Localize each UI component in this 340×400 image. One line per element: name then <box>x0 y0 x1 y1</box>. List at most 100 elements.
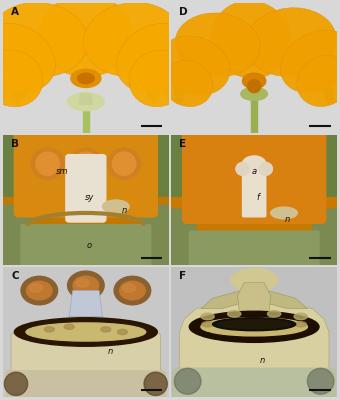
Text: a: a <box>252 167 257 176</box>
Polygon shape <box>64 316 107 330</box>
Ellipse shape <box>68 93 104 111</box>
Ellipse shape <box>259 162 272 175</box>
Ellipse shape <box>218 320 291 329</box>
Ellipse shape <box>280 30 340 93</box>
Text: n: n <box>108 347 114 356</box>
Ellipse shape <box>31 148 64 179</box>
Ellipse shape <box>78 73 94 84</box>
Ellipse shape <box>120 281 145 300</box>
Ellipse shape <box>159 36 230 95</box>
Ellipse shape <box>189 311 319 342</box>
Ellipse shape <box>294 313 307 320</box>
Ellipse shape <box>201 313 214 320</box>
Text: sm: sm <box>56 167 69 176</box>
Text: o: o <box>87 241 92 250</box>
Text: sy: sy <box>84 193 94 202</box>
FancyBboxPatch shape <box>183 131 326 223</box>
Text: f: f <box>256 193 259 202</box>
Ellipse shape <box>273 319 285 324</box>
FancyBboxPatch shape <box>0 205 31 266</box>
Ellipse shape <box>241 88 268 100</box>
Ellipse shape <box>164 83 181 105</box>
Text: n: n <box>260 356 265 365</box>
Text: A: A <box>11 7 19 17</box>
Polygon shape <box>179 302 329 397</box>
Ellipse shape <box>223 319 235 324</box>
Polygon shape <box>11 330 161 397</box>
Polygon shape <box>251 99 257 133</box>
Ellipse shape <box>116 23 195 92</box>
Ellipse shape <box>0 23 55 92</box>
Ellipse shape <box>36 152 59 175</box>
Ellipse shape <box>297 55 340 106</box>
Ellipse shape <box>73 276 99 295</box>
Ellipse shape <box>295 322 307 327</box>
Ellipse shape <box>30 284 42 292</box>
Ellipse shape <box>245 8 337 76</box>
Ellipse shape <box>12 80 27 103</box>
Ellipse shape <box>39 0 132 77</box>
Text: C: C <box>11 271 19 281</box>
Ellipse shape <box>84 2 181 77</box>
FancyBboxPatch shape <box>166 209 196 266</box>
Ellipse shape <box>231 268 277 292</box>
Ellipse shape <box>14 318 157 346</box>
Ellipse shape <box>248 80 261 93</box>
Ellipse shape <box>107 148 141 179</box>
FancyBboxPatch shape <box>14 131 157 217</box>
Text: n: n <box>121 206 127 215</box>
Ellipse shape <box>144 372 167 396</box>
FancyBboxPatch shape <box>144 126 176 196</box>
Ellipse shape <box>175 13 260 76</box>
Ellipse shape <box>248 320 260 326</box>
Text: n: n <box>285 215 290 224</box>
Ellipse shape <box>113 152 136 175</box>
Ellipse shape <box>242 73 266 89</box>
FancyBboxPatch shape <box>314 126 340 196</box>
FancyBboxPatch shape <box>242 165 266 217</box>
Polygon shape <box>268 290 307 309</box>
Ellipse shape <box>271 207 298 219</box>
Ellipse shape <box>152 85 164 103</box>
Ellipse shape <box>71 69 101 88</box>
Ellipse shape <box>211 1 291 78</box>
Ellipse shape <box>44 327 54 332</box>
Polygon shape <box>238 283 271 326</box>
Text: n: n <box>205 330 210 339</box>
Ellipse shape <box>129 50 189 107</box>
Ellipse shape <box>174 368 201 394</box>
Ellipse shape <box>162 60 213 107</box>
Ellipse shape <box>21 276 57 305</box>
Ellipse shape <box>114 276 151 305</box>
Ellipse shape <box>202 322 214 327</box>
Text: E: E <box>179 139 186 149</box>
FancyBboxPatch shape <box>189 231 319 266</box>
FancyBboxPatch shape <box>21 225 151 266</box>
FancyBboxPatch shape <box>0 126 28 196</box>
Ellipse shape <box>69 148 102 179</box>
Text: B: B <box>11 139 19 149</box>
FancyBboxPatch shape <box>164 126 194 196</box>
Ellipse shape <box>0 2 88 77</box>
Ellipse shape <box>76 278 89 287</box>
Ellipse shape <box>242 156 266 172</box>
Ellipse shape <box>26 323 146 341</box>
Ellipse shape <box>227 311 241 317</box>
Polygon shape <box>83 104 89 133</box>
Ellipse shape <box>307 368 334 394</box>
Ellipse shape <box>68 271 104 300</box>
Ellipse shape <box>236 162 249 175</box>
Ellipse shape <box>123 284 135 292</box>
Text: F: F <box>179 271 186 281</box>
Polygon shape <box>69 290 102 316</box>
Ellipse shape <box>74 152 98 175</box>
FancyBboxPatch shape <box>6 371 166 399</box>
FancyBboxPatch shape <box>173 368 336 399</box>
Ellipse shape <box>268 311 281 317</box>
Polygon shape <box>79 94 92 104</box>
Ellipse shape <box>102 200 129 213</box>
Ellipse shape <box>145 80 159 103</box>
Ellipse shape <box>64 324 74 330</box>
Ellipse shape <box>117 330 128 334</box>
Ellipse shape <box>0 83 7 105</box>
